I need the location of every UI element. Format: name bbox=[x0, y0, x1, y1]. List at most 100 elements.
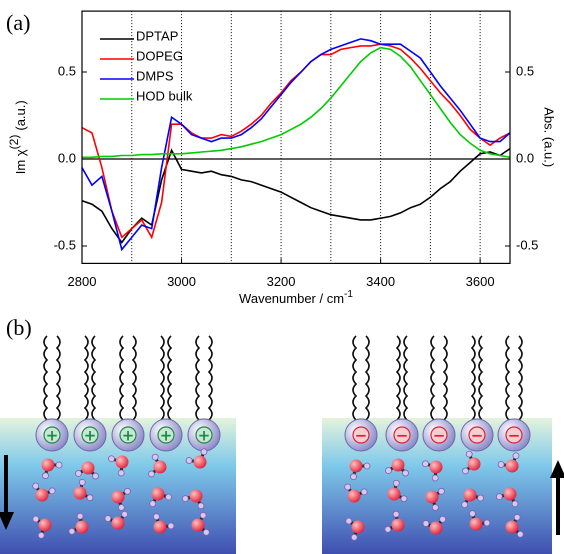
hydrogen bbox=[511, 500, 519, 508]
charge-sign: − bbox=[396, 427, 409, 445]
arrow bbox=[0, 455, 14, 530]
oxygen bbox=[425, 490, 439, 504]
oxygen bbox=[351, 520, 365, 534]
diagram: + + + + + − − − − − bbox=[32, 335, 531, 541]
y-axis-label-sup: (2) bbox=[7, 135, 21, 150]
hydrogen bbox=[153, 513, 160, 520]
charge-ring bbox=[81, 426, 99, 444]
arrow bbox=[550, 460, 564, 535]
y2-tick-label: 0.0 bbox=[516, 150, 534, 165]
y-tick-label: 0.0 bbox=[58, 150, 76, 165]
lipid-tail bbox=[505, 335, 511, 421]
series-line bbox=[81, 38, 511, 252]
lipid-tail bbox=[403, 335, 409, 421]
charge-sign: + bbox=[198, 427, 211, 445]
hydrogen bbox=[104, 515, 112, 522]
hydrogen bbox=[422, 520, 430, 527]
hydrogen bbox=[431, 474, 439, 482]
charge-sign: − bbox=[471, 427, 484, 445]
hydrogen bbox=[461, 501, 469, 509]
oxygen bbox=[35, 488, 49, 502]
hydrogen bbox=[200, 448, 208, 456]
hydrogen bbox=[149, 500, 157, 508]
lipid-tail bbox=[55, 335, 61, 421]
hydrogen bbox=[151, 453, 159, 461]
y-tick-label: 0.5 bbox=[58, 63, 76, 78]
x-axis-label-sup: -1 bbox=[344, 289, 353, 300]
y2-tick-label: 0.5 bbox=[516, 63, 534, 78]
hydrogen bbox=[42, 472, 49, 480]
y-tick-label: -0.5 bbox=[54, 237, 76, 252]
hydrogen bbox=[202, 528, 210, 536]
oxygen bbox=[111, 490, 125, 504]
series-line bbox=[82, 46, 511, 159]
hydrogen bbox=[392, 510, 400, 518]
charge-ring bbox=[352, 426, 370, 444]
oxygen bbox=[429, 460, 443, 474]
charge-sign: − bbox=[508, 427, 521, 445]
hydrogen bbox=[385, 467, 392, 474]
oxygen bbox=[349, 459, 363, 473]
hydrogen bbox=[422, 460, 429, 468]
hydrogen bbox=[360, 488, 368, 496]
charge-sign: + bbox=[122, 427, 135, 445]
hydrogen bbox=[400, 495, 408, 503]
lipid-tail bbox=[159, 335, 165, 421]
hydrogen bbox=[167, 522, 175, 530]
charge-sign: − bbox=[433, 427, 446, 445]
hydrogen bbox=[465, 450, 473, 458]
hydrogen bbox=[431, 504, 439, 511]
hydrogen bbox=[438, 487, 445, 495]
charge-ring bbox=[43, 426, 61, 444]
hydrogen bbox=[392, 479, 400, 487]
legend-label: DPTAP bbox=[136, 28, 178, 43]
y2-axis-label: Abs. (a.u.) bbox=[542, 107, 557, 167]
x-axis-label: Wavenumber / cm-1 bbox=[239, 289, 353, 307]
lipid-tail bbox=[364, 335, 370, 421]
oxygen bbox=[391, 518, 405, 532]
oxygen bbox=[193, 455, 207, 469]
chart: 2800 3000 3200 3400 3600 -0.5 0.0 0.5 -0.5 0.0 0.5… bbox=[7, 10, 557, 307]
hydrogen bbox=[513, 513, 521, 521]
oxygen bbox=[38, 518, 52, 532]
hydrogen bbox=[384, 525, 392, 533]
lipid-tail bbox=[517, 335, 523, 421]
oxygen bbox=[191, 518, 205, 532]
hydrogen bbox=[495, 493, 503, 501]
hydrogen bbox=[185, 457, 193, 464]
lipid-tail bbox=[167, 335, 173, 421]
oxygen bbox=[429, 521, 443, 535]
hydrogen bbox=[345, 517, 353, 525]
hydrogen bbox=[37, 531, 45, 539]
charge-sign: − bbox=[355, 427, 368, 445]
x-tick-label: 2800 bbox=[68, 274, 97, 289]
panel-label: (b) bbox=[6, 315, 32, 340]
lipid-tail bbox=[395, 335, 401, 421]
hydrogen bbox=[76, 512, 84, 520]
oxygen bbox=[115, 455, 129, 469]
oxygen bbox=[111, 516, 125, 530]
lipid-tail bbox=[119, 335, 125, 421]
x-tick-label: 3400 bbox=[366, 274, 395, 289]
x-tick-label: 3000 bbox=[167, 274, 196, 289]
hydrogen bbox=[121, 510, 129, 518]
oxygen bbox=[81, 461, 95, 475]
hydrogen bbox=[117, 504, 125, 511]
lipid-tail bbox=[478, 335, 484, 421]
y-axis-label: Im χ(2) (a.u.) bbox=[7, 100, 28, 174]
lipid-tail bbox=[131, 335, 137, 421]
charge-ring bbox=[430, 426, 448, 444]
oxygen bbox=[151, 487, 165, 501]
hydrogen bbox=[124, 487, 131, 495]
hydrogen bbox=[181, 495, 189, 503]
charge-sign: + bbox=[46, 427, 59, 445]
oxygen bbox=[467, 457, 481, 471]
charge-ring bbox=[468, 426, 486, 444]
legend-label: DMPS bbox=[136, 68, 174, 83]
lipid-tail bbox=[470, 335, 476, 421]
oxygen bbox=[347, 489, 361, 503]
hydrogen bbox=[68, 527, 76, 535]
hydrogen bbox=[108, 455, 115, 463]
hydrogen bbox=[483, 519, 491, 527]
